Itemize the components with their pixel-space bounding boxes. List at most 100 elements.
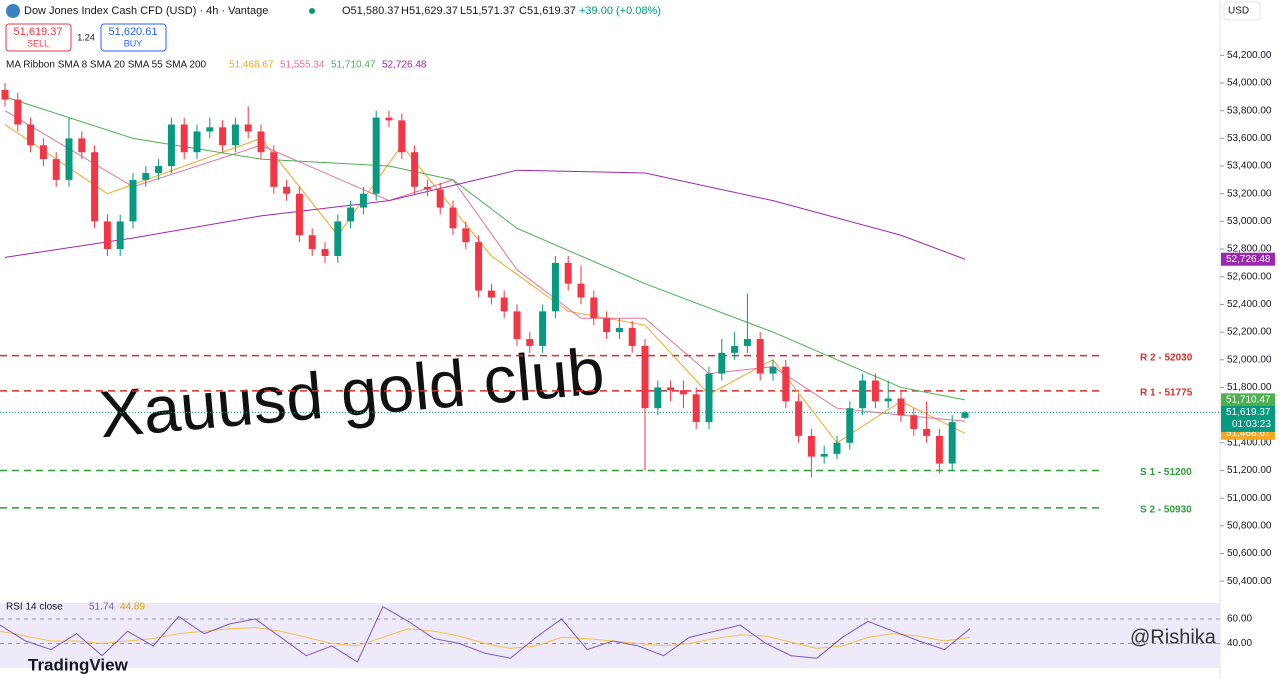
candle-body [871, 380, 879, 402]
ma-legend-value: 51,555.34 [280, 60, 325, 71]
candle-body [231, 124, 239, 146]
candle-body [372, 117, 380, 194]
last-price-tag-countdown: 01:03:23 [1232, 419, 1271, 430]
candle-body [859, 380, 867, 409]
brand: TradingView [28, 655, 129, 674]
level-label: R 2 - 52030 [1140, 352, 1193, 363]
candle-body [654, 387, 662, 409]
ma-price-tag-bg [1221, 252, 1275, 266]
buy-button[interactable] [100, 23, 167, 52]
sell-price: 51,619.37 [14, 26, 63, 38]
candle-body [897, 398, 905, 416]
candle-body [500, 297, 508, 312]
y-tick-label: 53,400.00 [1227, 161, 1272, 172]
candle-body [39, 145, 47, 160]
candle-body [551, 262, 559, 312]
ma-line [4, 124, 966, 444]
y-tick-label: 51,400.00 [1227, 437, 1272, 448]
candle-body [193, 131, 201, 153]
last-price-tag-bg [1221, 405, 1275, 432]
candle-body [449, 207, 457, 229]
y-tick-label: 52,200.00 [1227, 327, 1272, 338]
candle-body [756, 339, 764, 374]
candle-body [334, 221, 342, 256]
candle-body [155, 166, 163, 173]
indicator-title: MA Ribbon SMA 8 SMA 20 SMA 55 SMA 200 [6, 60, 207, 71]
candle-body [385, 117, 393, 121]
y-tick-label: 52,000.00 [1227, 354, 1272, 365]
candle-body [769, 366, 777, 374]
candle-body [257, 131, 265, 153]
candle-body [564, 262, 572, 284]
candle-body [692, 394, 700, 423]
candle-body [103, 221, 111, 250]
candle-body [628, 327, 636, 346]
y-tick-label: 53,200.00 [1227, 188, 1272, 199]
level-label: S 1 - 51200 [1140, 467, 1192, 478]
level-label: S 2 - 50930 [1140, 504, 1192, 515]
y-tick-label: 51,200.00 [1227, 465, 1272, 476]
candle-body [475, 242, 483, 291]
rsi-line [0, 605, 971, 663]
candle-body [590, 297, 598, 319]
candle-body [795, 401, 803, 436]
candle-body [436, 189, 444, 208]
candle-body [91, 152, 99, 222]
candle-body [820, 453, 828, 457]
candle-body [14, 99, 22, 125]
y-tick-label: 51,000.00 [1227, 493, 1272, 504]
candle-body [705, 373, 713, 423]
rsi-ma-value: 44.89 [120, 602, 145, 613]
candle-body [961, 412, 969, 418]
y-tick-label: 50,800.00 [1227, 520, 1272, 531]
candle-body [807, 435, 815, 457]
ma-legend-value: 52,726.48 [382, 60, 427, 71]
candle-body [935, 435, 943, 464]
y-tick-label: 54,000.00 [1227, 78, 1272, 89]
ohlc-change: +39.00 (+0.08%) [579, 5, 661, 17]
y-tick-label: 52,800.00 [1227, 244, 1272, 255]
candle-body [910, 415, 918, 429]
currency-button[interactable] [1223, 1, 1261, 21]
symbol-title: Dow Jones Index Cash CFD (USD) · 4h · Va… [24, 5, 268, 17]
candle-body [577, 283, 585, 298]
ma-line [4, 169, 966, 260]
status-dot [309, 8, 315, 14]
rsi-pane [0, 603, 1220, 668]
candle-body [1, 89, 9, 100]
candle-body [347, 207, 355, 222]
candle-body [359, 193, 367, 208]
candle-body [948, 422, 956, 464]
ma-price-tag-bg [1221, 393, 1275, 407]
level-label: R 1 - 51775 [1140, 388, 1193, 399]
candle-body [65, 138, 73, 180]
candle-body [180, 124, 188, 153]
candle-body [539, 311, 547, 346]
candle-body [679, 390, 687, 395]
candle-body [487, 290, 495, 298]
candle-body [308, 235, 316, 250]
credit: @Rishika [1130, 626, 1217, 648]
y-tick-label: 53,800.00 [1227, 105, 1272, 116]
candle-body [743, 339, 751, 346]
ma-legend-value: 51,468.67 [229, 60, 274, 71]
candle-body [398, 120, 406, 153]
ma-legend-value: 51,710.47 [331, 60, 376, 71]
y-tick-label: 52,400.00 [1227, 299, 1272, 310]
y-tick-label: 54,200.00 [1227, 50, 1272, 61]
candle-body [321, 249, 329, 256]
y-tick-label: 53,000.00 [1227, 216, 1272, 227]
buy-label: BUY [124, 38, 143, 48]
y-tick-label: 50,600.00 [1227, 548, 1272, 559]
candle-body [423, 186, 431, 190]
candle-body [295, 193, 303, 236]
candle-body [923, 428, 931, 436]
candle-body [782, 366, 790, 402]
candle-body [283, 186, 291, 194]
buy-price: 51,620.61 [109, 26, 158, 38]
last-price-tag: 51,619.37 [1226, 407, 1271, 418]
symbol-icon [6, 4, 20, 18]
sell-button[interactable] [5, 23, 72, 52]
